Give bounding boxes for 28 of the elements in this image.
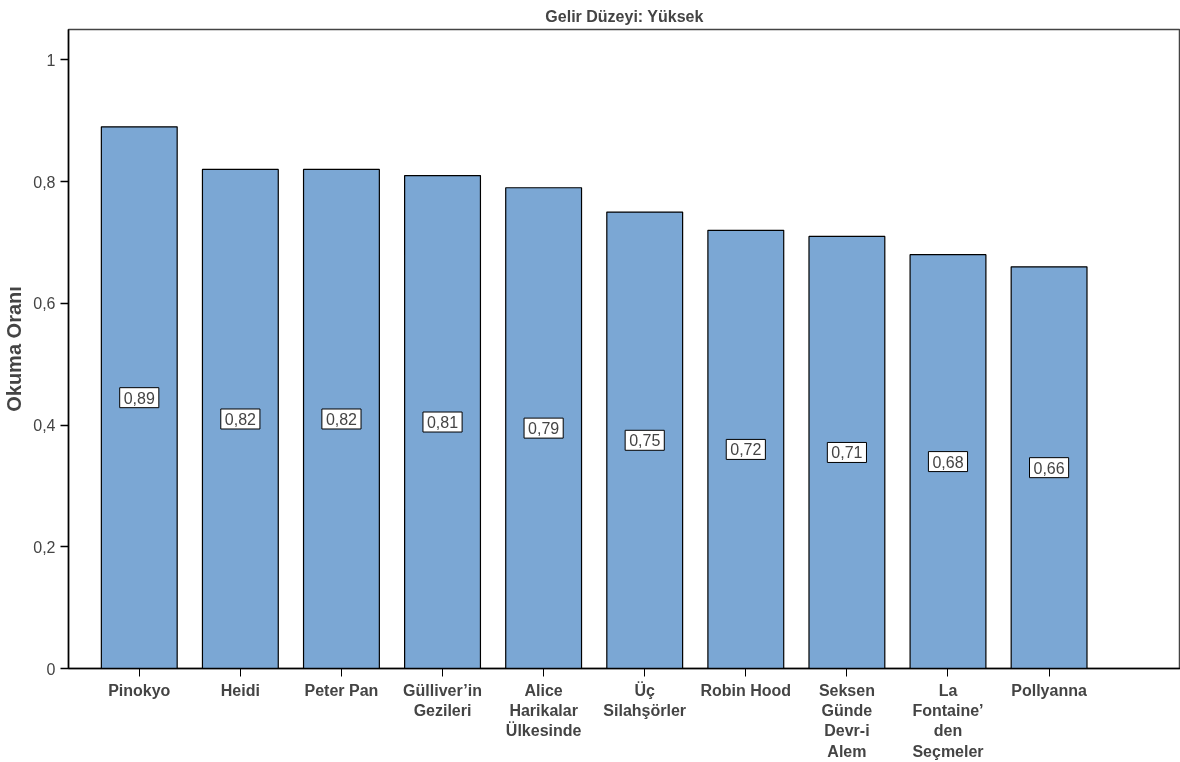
data-label: 0,68 xyxy=(932,453,964,471)
data-label: 0,75 xyxy=(629,432,661,450)
x-tick-label: Üç Silahşörler xyxy=(603,680,687,719)
data-label: 0,82 xyxy=(224,410,257,428)
data-label: 0,71 xyxy=(831,444,863,462)
data-label: 0,72 xyxy=(730,441,762,459)
y-tick-label: 0 xyxy=(46,660,56,678)
y-tick-label: 0,8 xyxy=(33,173,56,191)
x-tick-label: La Fontaine’ den Seçmeler xyxy=(912,681,984,760)
x-tick-label: Pollyanna xyxy=(1011,681,1087,699)
x-tick-label: Seksen Günde Devr-i Alem xyxy=(818,681,875,760)
x-tick-label: Peter Pan xyxy=(304,681,379,699)
x-tick-label: Robin Hood xyxy=(700,681,792,699)
y-tick-label: 0,6 xyxy=(33,295,56,313)
data-label: 0,66 xyxy=(1033,459,1065,477)
data-label: 0,79 xyxy=(528,420,560,438)
x-tick-label: Pinokyo xyxy=(108,681,171,699)
data-label: 0,89 xyxy=(123,389,155,407)
x-tick-label: Heidi xyxy=(220,681,260,699)
y-tick-label: 0,4 xyxy=(33,417,56,435)
y-axis-title: Okuma Oranı xyxy=(3,286,26,412)
x-tick-label: Alice Harikalar Ülkesinde xyxy=(505,681,582,740)
y-tick-label: 0,2 xyxy=(33,538,56,556)
data-label: 0,81 xyxy=(426,414,459,432)
chart-title: Gelir Düzeyi: Yüksek xyxy=(545,7,704,25)
y-tick-label: 1 xyxy=(46,51,56,69)
data-label: 0,82 xyxy=(325,410,358,428)
x-tick-label: Gülliver’in Gezileri xyxy=(403,681,482,719)
